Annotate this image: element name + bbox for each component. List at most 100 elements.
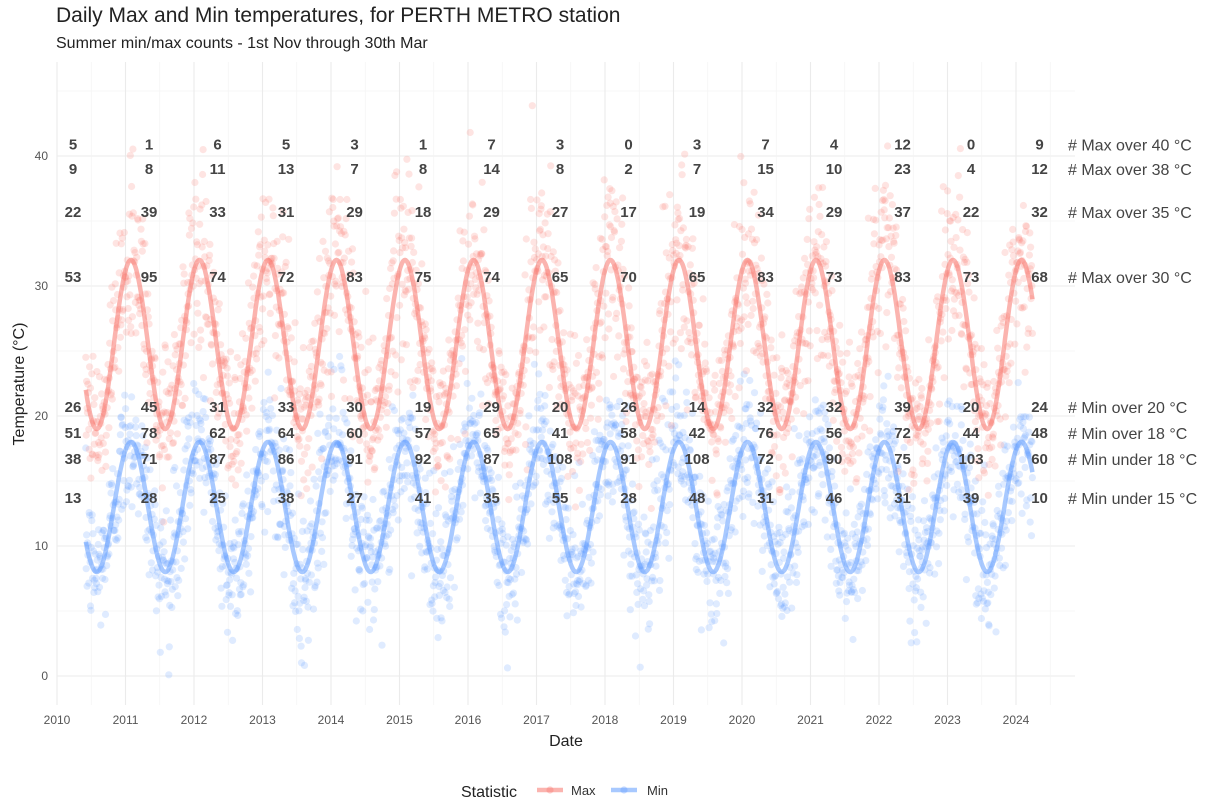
row-label: # Max over 40 °C [1068,137,1192,154]
min-point [660,523,668,531]
max-point [91,394,99,402]
max-point [124,304,132,313]
min-point [268,411,276,419]
min-point [487,469,495,477]
min-point [1009,423,1018,431]
min-point [197,426,205,434]
min-point [216,489,224,497]
max-point [806,205,814,213]
max-point [321,247,330,255]
max-point [866,427,874,435]
min-point [184,414,193,422]
min-point [314,564,322,572]
min-point [599,436,608,444]
min-point [135,490,143,498]
max-point [90,400,98,409]
min-point [712,600,721,608]
min-point [171,463,179,472]
min-point [746,376,754,385]
min-point [814,492,822,500]
max-point [571,503,580,511]
min-point [568,545,576,553]
min-point [913,638,921,646]
min-point [813,427,821,435]
min-point [343,419,351,427]
min-point [231,558,239,566]
min-point [907,517,915,526]
min-point [321,509,329,517]
count-label: 5 [69,136,77,153]
max-point [458,342,467,350]
min-point [705,624,713,632]
max-point [445,336,453,344]
max-point [1016,248,1024,256]
max-point [1012,297,1020,305]
min-point [574,592,583,601]
min-point [978,506,986,515]
min-point [222,596,230,604]
min-point [453,534,461,542]
min-point [403,471,411,480]
max-point [997,441,1005,449]
min-point [234,541,242,549]
max-point [612,198,620,206]
max-point [429,367,437,375]
min-point [164,577,172,585]
min-point [608,411,616,419]
min-point [530,360,539,368]
count-label: 14 [483,161,500,178]
min-point [240,581,248,589]
y-axis-label: Temperature (°C) [11,323,28,446]
max-point [1001,248,1009,257]
min-point [706,547,715,555]
min-point [392,426,400,434]
max-point [364,478,372,486]
min-point [409,391,417,399]
min-point [611,421,620,429]
min-point [440,469,449,477]
min-point [534,397,542,405]
min-point [833,566,841,574]
max-point [714,437,723,445]
min-point [549,440,557,448]
max-point [158,484,166,492]
max-point [806,342,814,350]
min-point [301,583,309,592]
max-point [605,325,613,333]
min-point [172,558,180,566]
min-point [484,446,492,455]
max-point [784,369,792,377]
min-point [533,404,542,412]
min-point [794,459,802,467]
min-point [627,550,635,558]
max-point [598,354,607,362]
min-point [556,478,564,486]
min-point [396,472,404,480]
min-point [639,595,647,603]
min-point [262,473,270,481]
min-point [940,507,948,515]
min-point [775,523,783,531]
min-point [863,535,871,543]
min-point [332,455,340,463]
max-point [327,392,336,400]
max-point [991,462,999,470]
min-point [628,572,636,580]
min-point [437,545,446,553]
min-point [713,523,721,531]
min-point [703,539,712,548]
min-point [205,440,214,448]
min-point [366,534,375,543]
min-point [195,390,203,398]
max-point [522,235,530,243]
max-point [431,430,439,438]
min-point [648,456,656,464]
min-point [666,388,674,396]
min-point [818,427,826,435]
min-point [411,425,419,433]
min-point [751,424,760,432]
min-point [593,456,602,464]
max-point [701,340,709,348]
min-point [435,591,443,600]
